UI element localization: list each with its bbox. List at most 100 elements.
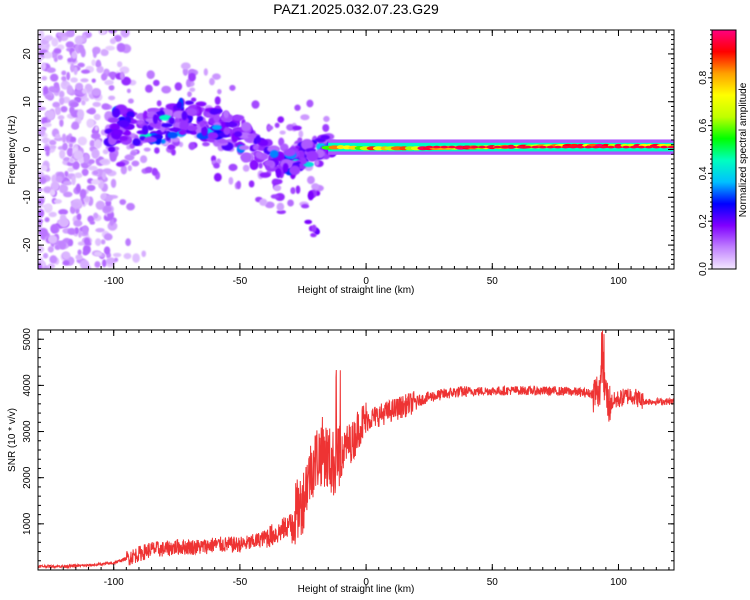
noise-blob: [229, 84, 236, 91]
band-blob: [181, 111, 188, 121]
y-tick-label: 5000: [22, 328, 33, 351]
noise-blob: [62, 180, 73, 186]
noise-blob: [277, 116, 285, 124]
noise-blob: [63, 191, 73, 198]
carrier-line-core: [584, 145, 593, 149]
noise-blob: [127, 98, 134, 104]
chart-title: PAZ1.2025.032.07.23.G29: [273, 1, 439, 17]
noise-blob: [276, 202, 285, 211]
carrier-line-core: [553, 145, 562, 149]
noise-blob: [112, 252, 122, 258]
noise-blob: [101, 259, 107, 268]
noise-blob: [58, 183, 69, 194]
noise-blob: [70, 62, 75, 73]
noise-blob: [98, 30, 107, 36]
band-blob: [184, 100, 194, 106]
noise-blob: [71, 175, 76, 186]
band-blob: [234, 131, 243, 138]
noise-blob: [55, 175, 63, 183]
noise-blob: [236, 180, 242, 190]
noise-blob: [123, 252, 132, 260]
noise-blob: [40, 165, 48, 172]
noise-blob: [60, 105, 68, 113]
spectrogram-x-axis-label: Height of straight line (km): [298, 285, 415, 296]
x-tick-label: 100: [610, 276, 627, 287]
noise-blob: [259, 198, 268, 206]
band-blob: [186, 125, 198, 132]
spectrogram-x-ticks: -100 -50 0 50 100: [37, 30, 670, 287]
noise-blob: [216, 158, 222, 165]
band-blob: [301, 138, 314, 150]
noise-blob: [76, 109, 85, 120]
band-blob: [176, 101, 182, 109]
noise-blob: [131, 160, 140, 167]
carrier-line-core: [463, 145, 472, 149]
noise-blob: [144, 166, 154, 174]
carrier-line-core: [425, 145, 434, 149]
noise-blob: [108, 84, 115, 91]
colorbar: 0.0 0.2 0.4 0.6 0.8 Normalized spectral ampl…: [698, 29, 749, 276]
noise-blob: [132, 253, 140, 263]
band-blob: [110, 124, 120, 131]
carrier-line-core: [546, 145, 555, 149]
band-blob: [161, 122, 173, 128]
carrier-line-core: [599, 145, 608, 149]
noise-blob: [68, 239, 74, 247]
noise-blob: [44, 145, 51, 152]
noise-blob: [42, 252, 49, 259]
band-blob: [144, 136, 157, 143]
noise-blob: [322, 123, 330, 132]
noise-blob: [294, 104, 301, 111]
noise-blob: [74, 35, 84, 46]
noise-blob: [52, 101, 61, 108]
carrier-line-core: [523, 145, 532, 149]
noise-blob: [110, 178, 117, 188]
carrier-line-core: [432, 145, 441, 149]
colorbar-ticks: 0.0 0.2 0.4 0.6 0.8: [698, 29, 712, 276]
noise-blob: [188, 72, 196, 82]
band-blob: [179, 120, 190, 132]
noise-blob: [69, 106, 75, 115]
noise-blob: [105, 45, 116, 51]
band-blob: [255, 135, 261, 144]
noise-blob: [171, 149, 176, 156]
carrier-line-core: [569, 145, 578, 149]
y-tick-label: -20: [22, 237, 33, 252]
noise-blob: [120, 165, 128, 175]
band-blob: [167, 131, 179, 139]
band-blob: [300, 157, 307, 165]
noise-blob: [212, 73, 221, 80]
noise-blob: [75, 254, 83, 261]
band-blob: [201, 125, 208, 137]
band-blob: [289, 165, 301, 176]
noise-blob: [145, 84, 153, 93]
snr-y-ticks: 1000 2000 3000 4000 5000: [22, 328, 674, 571]
noise-blob: [186, 78, 191, 88]
noise-blob: [91, 59, 96, 66]
noise-blob: [47, 263, 56, 269]
y-tick-label: -10: [22, 190, 33, 205]
noise-blob: [42, 122, 52, 128]
carrier-line-core: [629, 145, 638, 149]
snr-y-axis-label: SNR (10 * v/v): [7, 408, 18, 472]
noise-blob: [42, 85, 49, 95]
noise-blob: [87, 165, 98, 171]
snr-panel: -100 -50 0 50 100 1000 2000 3000 4000 5000 Heigh…: [7, 328, 675, 595]
noise-blob: [95, 228, 105, 233]
noise-blob: [143, 147, 151, 152]
noise-blob: [74, 172, 83, 179]
band-blob: [141, 125, 149, 135]
y-tick-label: 0: [22, 146, 33, 152]
noise-blob: [77, 249, 82, 256]
carrier-line-core: [447, 145, 456, 149]
noise-blob: [59, 149, 66, 159]
noise-blob: [59, 119, 64, 127]
noise-blob: [101, 171, 107, 180]
noise-blob: [49, 189, 56, 197]
noise-blob: [125, 238, 131, 247]
carrier-line-core: [500, 145, 509, 149]
noise-blob: [228, 176, 234, 185]
noise-blob: [83, 237, 91, 245]
noise-blob: [109, 218, 115, 226]
y-tick-label: 2000: [22, 466, 33, 489]
